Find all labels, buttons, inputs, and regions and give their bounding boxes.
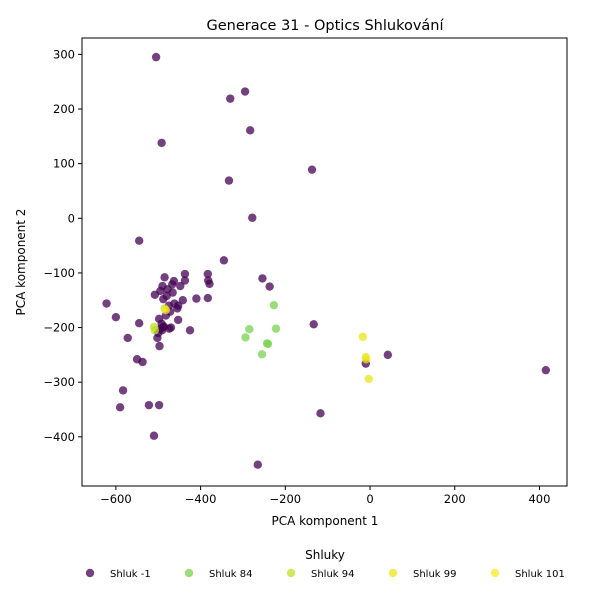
data-point: [161, 305, 171, 315]
data-point: [154, 400, 164, 410]
x-tick-label: −200: [270, 492, 302, 506]
legend-label: Shluk 99: [413, 569, 457, 580]
y-tick-label: 100: [53, 157, 75, 171]
points-layer: [102, 52, 551, 469]
chart-title: Generace 31 - Optics Shlukování: [206, 18, 444, 34]
data-point: [149, 431, 159, 440]
data-point: [271, 324, 281, 333]
plot-area-frame: [81, 37, 568, 487]
data-point: [203, 293, 213, 303]
data-point: [248, 213, 257, 222]
data-point: [253, 460, 262, 469]
y-axis: −400 −300 −200 −100 0 100 200 300: [43, 47, 82, 444]
x-tick-label: 0: [366, 492, 373, 506]
x-tick-label: −400: [185, 492, 217, 506]
data-point: [153, 333, 162, 343]
data-point: [115, 403, 125, 412]
data-point: [157, 138, 166, 148]
data-point: [309, 320, 318, 329]
data-point: [150, 290, 160, 299]
legend-item: Shluk -1: [85, 568, 151, 580]
x-axis-label: PCA komponent 1: [272, 514, 379, 528]
data-point: [138, 357, 147, 367]
data-point: [123, 333, 132, 343]
legend-item: Shluk 94: [286, 568, 355, 580]
legend-marker: [388, 568, 398, 578]
data-point: [134, 318, 144, 328]
legend-item: Shluk 99: [388, 568, 457, 580]
x-tick-label: 200: [444, 492, 466, 506]
data-point: [245, 126, 255, 135]
data-point: [102, 299, 111, 308]
data-point: [173, 304, 182, 313]
legend-marker: [490, 568, 500, 578]
data-point: [364, 374, 373, 384]
data-point: [316, 409, 325, 418]
data-point: [159, 294, 168, 304]
data-point: [383, 350, 393, 360]
data-point: [226, 94, 235, 103]
data-point: [265, 282, 274, 291]
data-point: [192, 294, 201, 303]
x-axis: −600 −400 −200 0 200 400: [100, 486, 550, 506]
data-point: [205, 279, 214, 289]
data-point: [307, 165, 317, 174]
data-point: [240, 87, 250, 96]
data-point: [245, 325, 254, 334]
y-tick-label: −400: [43, 430, 75, 444]
y-tick-label: 0: [68, 211, 75, 225]
legend-marker: [286, 568, 296, 578]
data-point: [185, 326, 195, 335]
data-point: [224, 176, 234, 185]
data-point: [166, 323, 176, 332]
data-point: [203, 269, 213, 279]
data-point: [180, 269, 190, 279]
data-point: [176, 281, 185, 291]
data-point: [151, 52, 161, 62]
data-point: [180, 276, 190, 285]
data-point: [257, 350, 267, 359]
legend-title: Shluky: [305, 548, 345, 562]
data-point: [219, 256, 229, 265]
y-tick-label: 200: [53, 102, 75, 116]
data-point: [144, 400, 154, 410]
data-point: [160, 273, 169, 282]
legend-marker: [184, 568, 194, 578]
data-point: [155, 341, 164, 351]
y-tick-label: −100: [43, 266, 75, 280]
legend-label: Shluk -1: [110, 569, 151, 580]
data-point: [241, 333, 250, 342]
y-axis-label: PCA komponent 2: [14, 209, 28, 316]
data-point: [134, 236, 144, 245]
data-point: [111, 312, 121, 322]
legend-items: Shluk -1 Shluk 84 Shluk 94 Shluk 99 Shluk 10…: [85, 568, 565, 580]
data-point: [263, 339, 273, 349]
data-point: [541, 365, 551, 375]
x-tick-label: 400: [528, 492, 550, 506]
data-point: [173, 315, 183, 325]
data-point: [178, 296, 188, 305]
legend-item: Shluk 101: [490, 568, 565, 580]
legend-marker: [85, 568, 95, 578]
legend-label: Shluk 94: [311, 569, 355, 580]
data-point: [258, 274, 267, 283]
data-point: [118, 386, 128, 395]
data-point: [362, 355, 371, 364]
legend-item: Shluk 84: [184, 568, 253, 580]
data-point: [358, 332, 368, 342]
y-tick-label: 300: [53, 47, 75, 61]
x-tick-label: −600: [100, 492, 132, 506]
legend-label: Shluk 84: [209, 569, 253, 580]
data-point: [269, 300, 279, 310]
y-tick-label: −200: [43, 321, 75, 335]
data-point: [150, 326, 160, 335]
y-tick-label: −300: [43, 375, 75, 389]
legend: Shluky Shluk -1 Shluk 84 Shluk 94 Shluk 99 S…: [85, 548, 565, 580]
legend-label: Shluk 101: [515, 569, 565, 580]
